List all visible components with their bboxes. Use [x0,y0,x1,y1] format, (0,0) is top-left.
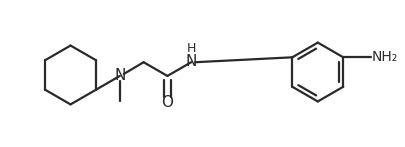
Text: N: N [114,69,125,83]
Text: H: H [186,42,195,55]
Text: NH₂: NH₂ [371,50,396,64]
Text: O: O [161,95,173,110]
Text: N: N [185,54,196,69]
